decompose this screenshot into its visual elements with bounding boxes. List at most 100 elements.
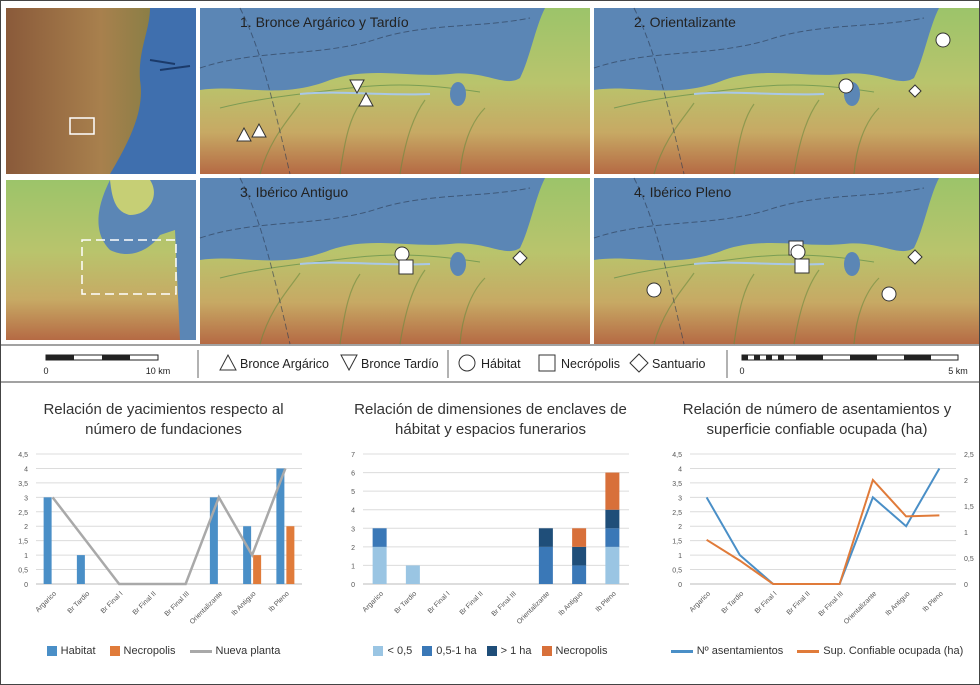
y-tick-label: 4,5 [672, 452, 682, 459]
y-tick-label: 2,5 [672, 510, 682, 517]
y-tick-label: 7 [351, 452, 355, 459]
y-tick-label: 3 [678, 495, 682, 502]
panel-title-3: 3. Ibérico Antiguo [240, 184, 348, 200]
x-tick-label: Orientalizante [843, 590, 879, 626]
inset-marker [69, 117, 95, 135]
triangle-down-icon [340, 354, 358, 372]
map-panel-2 [593, 7, 980, 175]
y-tick-label: 0 [24, 582, 28, 589]
y-tick-label: 2 [351, 545, 355, 552]
bar [209, 497, 218, 584]
diamond-icon [629, 353, 649, 373]
bar [43, 497, 52, 584]
y2-tick-label: 2,5 [964, 452, 974, 459]
y-tick-label: 3,5 [672, 481, 682, 488]
detail-marker [81, 239, 177, 295]
chart-legend: Nº asentamientos Sup. Confiable ocupada … [654, 645, 980, 657]
chart-legend: Habitat Necropolis Nueva planta [0, 645, 327, 657]
x-tick-label: Br Final II [786, 590, 812, 616]
scale-bar-left: 0 10 km [43, 354, 171, 376]
site-habitat [881, 286, 897, 302]
y-tick-label: 2 [678, 524, 682, 531]
y2-tick-label: 0,5 [964, 556, 974, 563]
scale-right-end: 5 km [948, 366, 968, 376]
site-habitat [646, 282, 662, 298]
site-necropolis [398, 259, 414, 275]
panel-title-2: 2. Orientalizante [634, 14, 736, 30]
y-tick-label: 1 [678, 553, 682, 560]
series-line-nueva-planta [51, 467, 287, 586]
legend-label: Nº asentamientos [696, 645, 784, 657]
bar-segment [405, 565, 420, 584]
site-habitat [838, 78, 854, 94]
x-tick-label: Ib Pleno [595, 590, 618, 613]
y-tick-label: 2 [24, 524, 28, 531]
site-santuario [512, 250, 528, 266]
chart-settlements: Relación de número de asentamientos y su… [654, 386, 980, 685]
bar-segment [572, 528, 587, 547]
y2-tick-label: 0 [964, 582, 968, 589]
legend-label: Necropolis [555, 645, 608, 657]
y-tick-label: 4 [24, 466, 28, 473]
series-line [706, 478, 940, 585]
site-santuario [907, 249, 923, 265]
chart-settlements-plot: 0 0,5 1 1,5 2 2,5 3 3,5 4 4,5 0 0,5 1 1,5 2 2,5 Argarico… [672, 452, 974, 626]
maps-figure: 1. Bronce Argárico y Tardío 2. Orientali… [0, 7, 980, 383]
legend-swatch [486, 646, 497, 656]
chart-foundations-plot: 0 0,5 1 1,5 2 2,5 3 3,5 4 4,5 Argarico Br Tardio Br … [18, 452, 302, 626]
legend-label: Necropolis [123, 645, 176, 657]
bar-segment [372, 546, 387, 584]
legend-swatch [189, 649, 212, 653]
x-tick-label: Ib Antiguo [885, 590, 912, 617]
panel-title-4: 4. Ibérico Pleno [634, 184, 731, 200]
x-tick-label: Br Final I [427, 590, 452, 615]
bar [253, 555, 262, 584]
legend-swatch [109, 646, 120, 656]
x-tick-label: Argarico [689, 590, 712, 613]
bar-segment [605, 509, 620, 529]
panel-title-1: 1. Bronce Argárico y Tardío [240, 14, 409, 30]
chart-dimensions-plot: 0 1 2 3 4 5 6 7 Argarico Br Tardio Br Final I Br Fi… [351, 452, 629, 626]
legend-label: 0,5-1 ha [436, 645, 477, 657]
y-tick-label: 6 [351, 471, 355, 478]
scale-bar-right: 0 5 km [739, 354, 968, 376]
bar-segment [605, 472, 620, 510]
detail-overview-map [6, 180, 196, 340]
x-tick-label: Br Tardio [721, 590, 746, 615]
bar [286, 526, 295, 584]
x-tick-label: Orientalizante [189, 590, 225, 626]
y-tick-label: 4,5 [18, 452, 28, 459]
x-tick-label: Br Tardio [67, 590, 92, 615]
site-bronce-argarico [358, 91, 374, 107]
legend-bronce-argarico: Bronce Argárico [240, 357, 329, 371]
scale-left-end: 10 km [146, 366, 171, 376]
bar-segment [605, 528, 620, 547]
chart-title: Relación de número de asentamientos y su… [682, 401, 952, 438]
legend-label: Habitat [60, 645, 96, 657]
x-tick-label: Br Final I [100, 590, 125, 615]
y-tick-label: 0 [351, 582, 355, 589]
y-tick-label: 1,5 [18, 539, 28, 546]
legend-swatch [670, 649, 693, 653]
x-tick-label: Br Final III [164, 590, 192, 618]
site-bronce-argarico [251, 122, 267, 138]
legend-bronce-tardio: Bronce Tardío [361, 357, 439, 371]
x-tick-label: Argarico [35, 590, 58, 613]
chart-legend: < 0,5 0,5-1 ha > 1 ha Necropolis [327, 645, 654, 657]
y2-tick-label: 2 [964, 478, 968, 485]
site-bronce-argarico [236, 126, 252, 142]
legend-swatch [46, 646, 57, 656]
map-panel-3 [199, 177, 591, 345]
square-icon [538, 354, 556, 372]
bar-segment [538, 546, 553, 584]
x-tick-label: Ib Pleno [268, 590, 291, 613]
bar [243, 526, 252, 584]
x-tick-label: Ib Antiguo [231, 590, 258, 617]
bar-segment [538, 528, 553, 547]
x-tick-label: Br Final III [818, 590, 846, 618]
y-tick-label: 1 [351, 563, 355, 570]
y-tick-label: 3,5 [18, 481, 28, 488]
bar-segment [605, 546, 620, 584]
x-tick-label: Ib Antiguo [558, 590, 585, 617]
y-tick-label: 3 [24, 495, 28, 502]
